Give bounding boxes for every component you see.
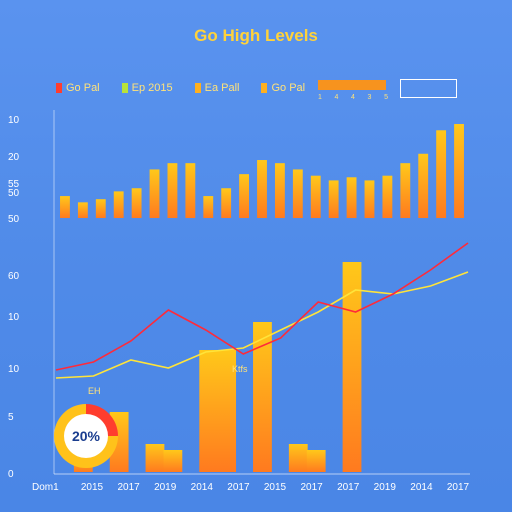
legend-scale-tick: 5 [384,94,388,101]
upper-bar [310,175,321,218]
upper-bar [418,153,429,218]
legend-item: Go Pal [261,82,305,94]
y-axis-upper: 10 20 55 50 50 [8,115,20,225]
x-tick-label: 2015 [81,482,104,493]
x-tick-label: 2017 [447,482,470,493]
lower-bar [199,350,219,472]
legend-item: Ep 2015 [121,82,173,94]
y-tick-label: 20 [8,152,20,163]
legend-item: Go Pal [56,82,100,94]
gauge-ring: 20% [54,404,118,468]
x-tick-label: 2017 [227,482,250,493]
upper-bar [60,196,70,218]
x-tick-label: Dom1 [32,482,59,493]
series-lines [55,242,469,379]
x-tick-label: 2015 [264,482,287,493]
annotation-label: Ktfs [232,364,248,374]
y-tick-label: 10 [8,364,20,375]
lower-bar [288,444,308,472]
legend-scale-tick: 1 [318,94,322,101]
gauge-value: 20% [64,414,108,458]
chart-title: Go High Levels [194,26,318,45]
upper-bar [167,163,178,218]
yellow-series-line [55,271,469,379]
y-tick-label: 50 [8,214,20,225]
upper-bar [221,188,232,218]
upper-bar [203,196,214,218]
legend-scale-tick: 4 [351,94,355,101]
upper-bar [400,163,411,218]
lower-bar [253,322,272,472]
x-tick-label: 2019 [374,482,397,493]
upper-bar [149,169,160,218]
red-series-line [55,242,469,371]
legend: Go Pal Ep 2015 Ea Pall Go Pal [56,80,327,96]
upper-bar [257,160,267,218]
legend-swatch [121,83,128,93]
lower-bar [342,262,362,472]
annotation-label: EH [88,386,101,396]
lower-bar [306,450,326,472]
lower-bar [217,350,237,472]
lower-bar [163,450,183,472]
legend-empty-box [400,79,457,98]
legend-label: Go Pal [66,82,100,94]
upper-bar [274,163,285,218]
lower-bar-group [73,262,362,472]
x-tick-label: 2014 [410,482,433,493]
x-axis-labels: 2015 2017 2019 2014 2017 2015 2017 2017 2019 2014… [81,482,470,493]
x-tick-label: 2017 [117,482,140,493]
upper-bar [113,191,124,218]
upper-bar-group [60,124,464,218]
legend-label: Ea Pall [204,82,240,94]
upper-bar [436,130,447,218]
y-tick-label: 55 [8,179,20,190]
upper-bar [77,202,88,218]
upper-bar [328,180,339,218]
upper-bar [364,180,375,218]
upper-bar [239,174,250,218]
legend-color-bar [318,80,386,90]
y-tick-label: 5 [8,412,14,423]
legend-scale-tick: 3 [367,94,372,101]
legend-swatch [261,83,268,93]
legend-swatch [194,83,201,93]
y-axis-lower: 60 10 10 5 0 [8,271,20,480]
x-tick-label: 2019 [154,482,177,493]
upper-bar [382,175,393,218]
y-tick-label: 50 [8,188,20,199]
y-tick-label: 60 [8,271,20,282]
legend-scale-tick: 4 [334,94,339,101]
x-tick-label: 2017 [300,482,323,493]
lower-bar [145,444,165,472]
upper-bar [95,199,106,218]
upper-bar [454,124,464,218]
y-tick-label: 10 [8,312,20,323]
x-tick-label: 2014 [191,482,214,493]
upper-bar [292,169,303,218]
legend-label: Ep 2015 [131,82,173,94]
upper-bar [185,163,196,218]
upper-bar [346,177,357,218]
legend-scale: 1 4 4 3 5 [318,94,388,101]
legend-label: Go Pal [271,82,306,94]
y-tick-label: 10 [8,115,20,126]
upper-bar [131,188,142,218]
legend-item: Ea Pall [194,82,240,94]
y-tick-label: 0 [8,469,14,480]
legend-swatch [56,83,62,93]
x-tick-label: 2017 [337,482,360,493]
